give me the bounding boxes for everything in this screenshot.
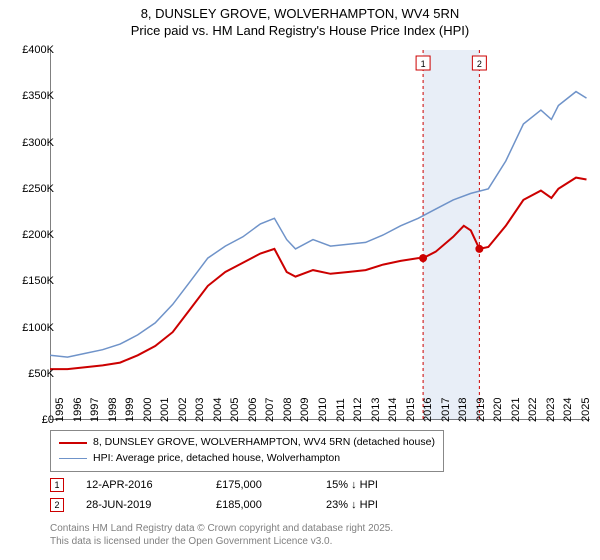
y-tick-label: £350K <box>6 90 54 102</box>
attribution-footer: Contains HM Land Registry data © Crown c… <box>50 522 393 548</box>
x-tick-label: 2022 <box>527 398 539 422</box>
x-tick-label: 2011 <box>335 398 347 422</box>
sale-marker-1: 1 <box>50 478 64 492</box>
x-tick-label: 2005 <box>229 398 241 422</box>
sale-diff: 23% ↓ HPI <box>326 499 446 511</box>
x-tick-label: 2004 <box>212 398 224 422</box>
x-tick-label: 2021 <box>510 398 522 422</box>
x-tick-label: 2003 <box>194 398 206 422</box>
x-tick-label: 2008 <box>282 398 294 422</box>
legend-swatch <box>59 458 87 460</box>
x-tick-label: 2023 <box>545 398 557 422</box>
x-tick-label: 2001 <box>159 398 171 422</box>
table-row: 1 12-APR-2016 £175,000 15% ↓ HPI <box>50 475 446 495</box>
legend-item-price-paid: 8, DUNSLEY GROVE, WOLVERHAMPTON, WV4 5RN… <box>59 435 435 451</box>
legend-label: 8, DUNSLEY GROVE, WOLVERHAMPTON, WV4 5RN… <box>93 435 435 451</box>
x-tick-label: 2019 <box>475 398 487 422</box>
x-tick-label: 2016 <box>422 398 434 422</box>
legend: 8, DUNSLEY GROVE, WOLVERHAMPTON, WV4 5RN… <box>50 430 444 472</box>
legend-swatch <box>59 442 87 444</box>
title-line-2: Price paid vs. HM Land Registry's House … <box>0 23 600 40</box>
sale-price: £185,000 <box>216 499 326 511</box>
x-tick-label: 1999 <box>124 398 136 422</box>
sale-price: £175,000 <box>216 479 326 491</box>
x-tick-label: 1998 <box>107 398 119 422</box>
x-tick-label: 2000 <box>142 398 154 422</box>
x-tick-label: 2010 <box>317 398 329 422</box>
x-tick-label: 1995 <box>54 398 66 422</box>
table-row: 2 28-JUN-2019 £185,000 23% ↓ HPI <box>50 495 446 515</box>
y-tick-label: £150K <box>6 275 54 287</box>
footer-line-1: Contains HM Land Registry data © Crown c… <box>50 522 393 535</box>
sales-table: 1 12-APR-2016 £175,000 15% ↓ HPI 2 28-JU… <box>50 475 446 515</box>
price-chart: 12 <box>50 50 590 420</box>
x-tick-label: 2018 <box>457 398 469 422</box>
y-tick-label: £100K <box>6 322 54 334</box>
svg-text:2: 2 <box>477 59 482 69</box>
y-tick-label: £50K <box>6 368 54 380</box>
title-line-1: 8, DUNSLEY GROVE, WOLVERHAMPTON, WV4 5RN <box>0 6 600 23</box>
chart-title: 8, DUNSLEY GROVE, WOLVERHAMPTON, WV4 5RN… <box>0 0 600 40</box>
y-tick-label: £0 <box>6 414 54 426</box>
x-tick-label: 2015 <box>405 398 417 422</box>
x-tick-label: 2020 <box>492 398 504 422</box>
x-tick-label: 2002 <box>177 398 189 422</box>
x-tick-label: 2013 <box>370 398 382 422</box>
x-tick-label: 2014 <box>387 398 399 422</box>
legend-label: HPI: Average price, detached house, Wolv… <box>93 451 340 467</box>
svg-text:1: 1 <box>421 59 426 69</box>
sale-marker-2: 2 <box>50 498 64 512</box>
x-tick-label: 2009 <box>299 398 311 422</box>
y-tick-label: £250K <box>6 183 54 195</box>
sale-date: 12-APR-2016 <box>86 479 216 491</box>
x-tick-label: 2007 <box>264 398 276 422</box>
x-tick-label: 1996 <box>72 398 84 422</box>
x-tick-label: 2017 <box>440 398 452 422</box>
x-tick-label: 2025 <box>580 398 592 422</box>
x-tick-label: 2024 <box>562 398 574 422</box>
y-tick-label: £200K <box>6 229 54 241</box>
sale-diff: 15% ↓ HPI <box>326 479 446 491</box>
x-tick-label: 2012 <box>352 398 364 422</box>
x-tick-label: 1997 <box>89 398 101 422</box>
footer-line-2: This data is licensed under the Open Gov… <box>50 535 393 548</box>
x-tick-label: 2006 <box>247 398 259 422</box>
y-tick-label: £400K <box>6 44 54 56</box>
y-tick-label: £300K <box>6 137 54 149</box>
legend-item-hpi: HPI: Average price, detached house, Wolv… <box>59 451 435 467</box>
sale-date: 28-JUN-2019 <box>86 499 216 511</box>
